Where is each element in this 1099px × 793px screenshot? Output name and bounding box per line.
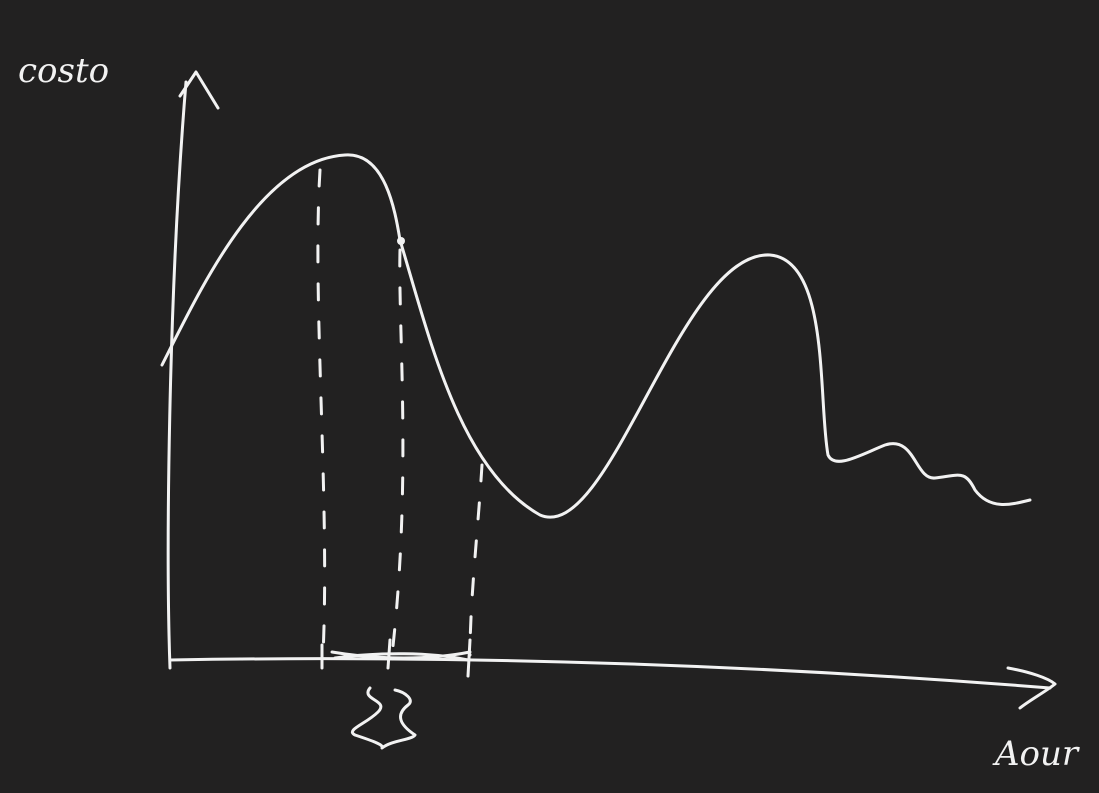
x-axis-label: Aour [992,734,1080,774]
guide-line [316,168,327,657]
x-axis-arrowhead [1006,666,1057,710]
x-axis [168,657,1057,710]
dashed-guides [316,168,484,657]
cost-curve [160,153,1032,519]
x-axis-line [168,657,1052,690]
y-axis-line [166,80,188,670]
curve-point [397,237,405,245]
squiggle-symbol [351,686,417,750]
guide-line [390,248,405,657]
interval-marks [320,638,472,678]
interval-scribble [330,650,472,662]
y-axis [166,70,220,670]
y-axis-label: costo [18,51,109,91]
y-axis-arrowhead [178,70,220,110]
